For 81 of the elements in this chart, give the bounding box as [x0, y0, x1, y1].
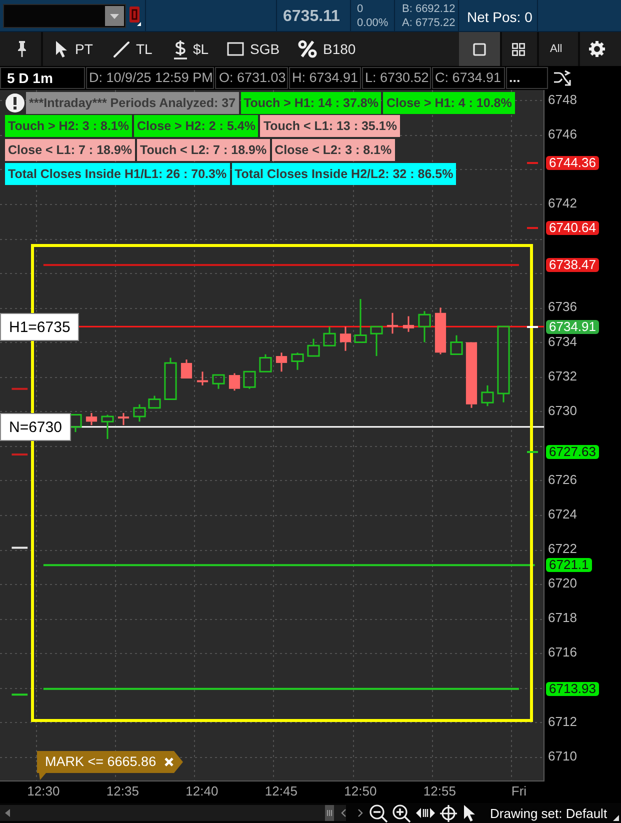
- text: D: 10/9/25 12:59 PM: [89, 70, 213, 85]
- y-tick-label: 6722: [548, 541, 577, 556]
- annotation: Close > H2: 2 : 5.4%: [134, 115, 258, 137]
- y-tick-label: 6742: [548, 196, 577, 211]
- text: 6713.93: [546, 681, 599, 696]
- text: ...: [509, 70, 520, 85]
- annotation: N=6730: [0, 413, 71, 441]
- text: Drawing set: Default: [490, 806, 608, 821]
- annotation: Total Closes Inside H2/L2: 32 : 86.5%: [232, 163, 456, 185]
- text: 6727.63: [546, 444, 599, 460]
- y-tick-label: 6724: [548, 506, 577, 522]
- annotation: Close > H1: 4 : 10.8%: [383, 92, 515, 114]
- candlestick: [497, 326, 510, 404]
- candlestick: [180, 358, 192, 378]
- x-tick-label: 12:30: [27, 783, 60, 798]
- y-tick-label: 6746: [548, 126, 577, 142]
- candlestick: [101, 414, 114, 440]
- candlestick: [386, 312, 398, 334]
- text: 6738.47: [546, 257, 599, 272]
- annotation: Touch < L2: 7 : 18.9%: [137, 139, 270, 161]
- candlestick: [196, 370, 208, 386]
- text: 0.00%: [357, 17, 388, 29]
- y-tick-label: 6734: [548, 334, 577, 349]
- y-tick-label: 6730: [548, 402, 577, 418]
- candlestick: [354, 298, 367, 343]
- text: A: 6775.22: [402, 17, 456, 29]
- text: 6721.1: [546, 557, 592, 572]
- y-tick-label: 6712: [548, 714, 577, 729]
- text: Net Pos: 0: [467, 9, 532, 25]
- candlestick: [291, 352, 304, 371]
- candlestick: [466, 342, 478, 409]
- y-tick-label: 6736: [548, 299, 577, 314]
- candlestick: [118, 412, 130, 426]
- annotation: Touch > H2: 3 : 8.1%: [5, 115, 132, 137]
- text: PT: [75, 41, 93, 57]
- candlestick: [323, 326, 336, 346]
- text: 6735.11: [283, 8, 340, 25]
- candlestick: [340, 326, 352, 352]
- x-tick-label: 12:35: [106, 783, 139, 798]
- y-tick-label: 6718: [548, 610, 577, 626]
- text: B180: [323, 41, 356, 57]
- annotation: MARK <= 6665.86: [45, 754, 156, 769]
- text: B: 6692.12: [402, 3, 456, 15]
- text: C: 6734.91: [435, 70, 502, 85]
- text: TL: [136, 41, 152, 57]
- annotation: Close < L1: 7 : 18.9%: [5, 139, 136, 161]
- y-tick-label: 6720: [548, 576, 577, 591]
- text: O: 6731.03: [219, 70, 286, 85]
- x-tick-label: 12:50: [344, 783, 377, 798]
- y-tick-label: 6710: [548, 748, 577, 764]
- y-tick-label: 6732: [548, 368, 577, 384]
- text: 0: [357, 3, 364, 15]
- y-tick-label: 6748: [548, 92, 577, 107]
- candlestick: [434, 306, 446, 356]
- x-tick-label: 12:40: [186, 783, 218, 798]
- text: L: 6730.52: [365, 70, 429, 85]
- candlestick: [418, 310, 431, 343]
- text: $L: [193, 41, 209, 57]
- annotation: ***Intraday*** Periods Analyzed: 37: [26, 92, 239, 114]
- y-tick-label: 6716: [548, 644, 577, 660]
- text: All: [550, 43, 562, 55]
- text: 6740.64: [546, 220, 599, 234]
- candlestick: [86, 412, 98, 426]
- x-tick-label: 12:55: [423, 783, 456, 798]
- candlestick: [402, 316, 414, 333]
- chart-title: 5 D 1m: [7, 70, 53, 86]
- text: SGB: [250, 41, 280, 57]
- annotation: Touch > H1: 14 : 37.8%: [240, 92, 382, 114]
- annotation: Touch < L1: 13 : 35.1%: [260, 115, 400, 137]
- text: H: 6734.91: [292, 70, 358, 85]
- y-tick-label: 6726: [548, 472, 577, 487]
- candlestick: [481, 384, 494, 407]
- annotation: Close < L2: 3 : 8.1%: [272, 139, 395, 161]
- ref-line-label: H1=6735: [0, 312, 80, 341]
- candlestick: [276, 352, 288, 372]
- text: 6734.91: [546, 318, 599, 334]
- annotation: Total Closes Inside H1/L1: 26 : 70.3%: [5, 163, 230, 185]
- candlestick: [370, 326, 383, 357]
- x-tick-label: Fri: [511, 783, 527, 798]
- text: 6744.36: [546, 155, 599, 170]
- x-tick-label: 12:45: [264, 783, 298, 798]
